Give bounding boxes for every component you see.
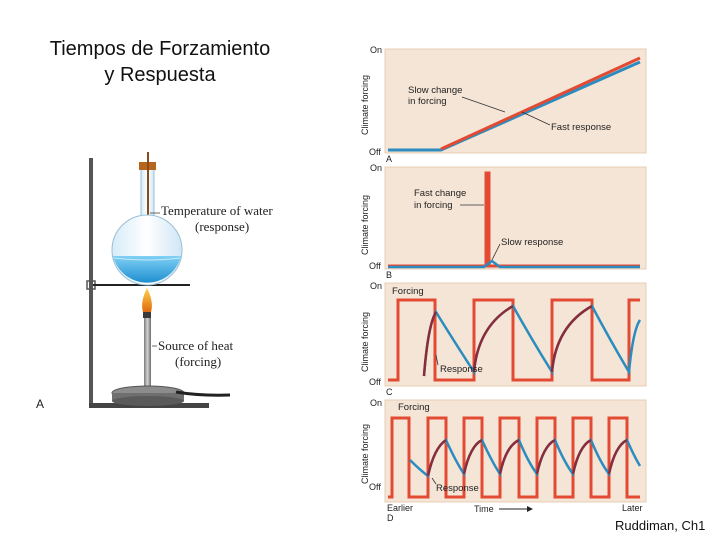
- panel-b-letter: B: [386, 270, 392, 280]
- panel-a-background: [384, 48, 647, 154]
- flask: [111, 152, 183, 286]
- title-line-2: y Respuesta: [104, 64, 216, 86]
- panel-a-ylabel: Climate forcing: [360, 75, 370, 135]
- panel-d-response-label: Response: [436, 483, 479, 494]
- panel-d-off: Off: [369, 482, 381, 492]
- panel-c-forcing-line: [388, 298, 640, 382]
- stand-rod: [89, 158, 93, 406]
- panel-b-off: Off: [369, 261, 381, 271]
- water-label-line-2: (response): [195, 219, 249, 234]
- panel-d-time-label: Time: [474, 504, 494, 514]
- panel-b-background: [384, 166, 647, 270]
- heat-label-line-2: (forcing): [175, 354, 221, 369]
- panel-b-on: On: [370, 163, 382, 173]
- panel-b-annotation-2: in forcing: [414, 200, 453, 211]
- time-arrow-head: [527, 506, 533, 512]
- panel-a-annotation-3: Fast response: [551, 122, 611, 133]
- panel-c-ylabel: Climate forcing: [360, 312, 370, 372]
- panel-c-letter: C: [386, 387, 393, 397]
- apparatus-illustration: Temperature of water (response) Source o…: [36, 152, 273, 411]
- panel-d-letter: D: [387, 513, 394, 523]
- burner-flame: [142, 288, 152, 312]
- panel-d-earlier: Earlier: [387, 503, 413, 513]
- panel-b-annotation-3: Slow response: [501, 237, 563, 248]
- gas-hose: [175, 390, 231, 397]
- slide-title: Tiempos de Forzamiento y Respuesta: [0, 36, 320, 88]
- panel-c-response-label: Response: [440, 364, 483, 375]
- panel-c: On Off C Climate forcing Forcing Respons…: [360, 281, 647, 397]
- panel-c-forcing-label: Forcing: [392, 286, 424, 297]
- bunsen-burner: [111, 288, 231, 406]
- panel-b-response-line: [388, 259, 640, 269]
- panel-a-response-line: [388, 60, 641, 152]
- flask-water: [113, 256, 181, 283]
- panel-a-forcing-line: [440, 56, 641, 151]
- panel-d-ylabel: Climate forcing: [360, 424, 370, 484]
- panel-d-forcing-label: Forcing: [398, 402, 430, 413]
- panel-d-later: Later: [622, 503, 643, 513]
- panel-d-response-line: [409, 438, 642, 479]
- panel-c-off: Off: [369, 377, 381, 387]
- heat-label-line-1: Source of heat: [158, 338, 233, 353]
- panel-b-annotation-1: Fast change: [414, 188, 466, 199]
- panel-a-annotation-1: Slow change: [408, 85, 462, 96]
- panel-a-letter: A: [386, 154, 392, 164]
- panel-c-on: On: [370, 281, 382, 291]
- panel-a: On Off A Climate forcing Slow change in …: [360, 45, 647, 164]
- panel-d: On Off Climate forcing Forcing Response …: [360, 398, 647, 523]
- panel-d-on: On: [370, 398, 382, 408]
- panel-c-response-line: [422, 304, 642, 377]
- panel-d-forcing-line: [388, 416, 640, 499]
- source-credit: Ruddiman, Ch1: [615, 518, 706, 533]
- panel-a-on: On: [370, 45, 382, 55]
- panel-a-annotation-2: in forcing: [408, 96, 447, 107]
- panel-b-ylabel: Climate forcing: [360, 195, 370, 255]
- water-label-line-1: Temperature of water: [161, 203, 273, 218]
- panel-d-background: [384, 399, 647, 503]
- apparatus-letter: A: [36, 397, 44, 411]
- title-line-1: Tiempos de Forzamiento: [49, 38, 271, 60]
- panel-a-off: Off: [369, 147, 381, 157]
- panel-b: On Off B Climate forcing Fast change in …: [360, 163, 647, 280]
